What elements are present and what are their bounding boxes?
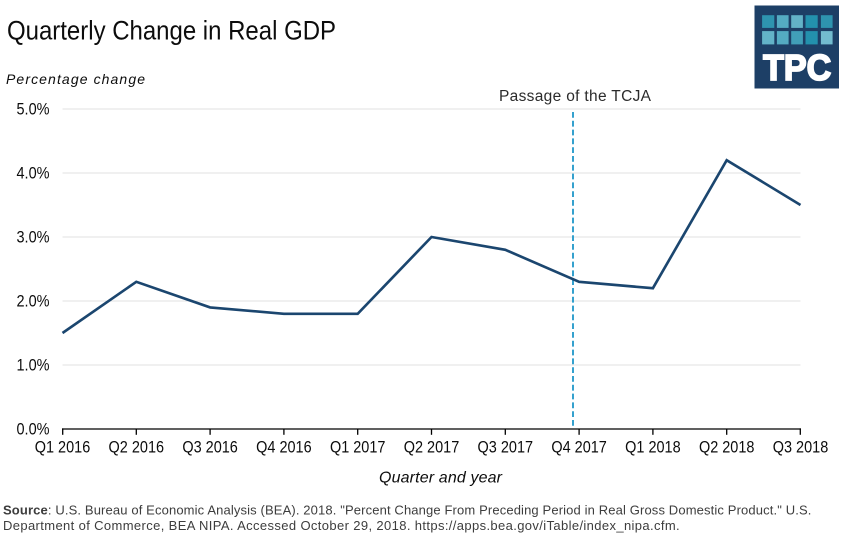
svg-text:Source: U.S. Bureau of Economi: Source: U.S. Bureau of Economic Analysis… (3, 503, 812, 518)
svg-text:0.0%: 0.0% (17, 421, 50, 439)
svg-text:Q1 2018: Q1 2018 (625, 438, 681, 457)
svg-text:Q4 2016: Q4 2016 (256, 438, 312, 457)
svg-text:Q1 2016: Q1 2016 (35, 438, 91, 457)
svg-text:TPC: TPC (763, 47, 831, 88)
svg-text:Q2 2016: Q2 2016 (109, 438, 165, 457)
svg-text:4.0%: 4.0% (17, 165, 50, 183)
svg-text:3.0%: 3.0% (17, 229, 50, 247)
svg-text:Department of Commerce, BEA NI: Department of Commerce, BEA NIPA. Access… (3, 518, 680, 533)
svg-text:Passage of the TCJA: Passage of the TCJA (499, 88, 652, 105)
svg-text:Quarterly Change in Real GDP: Quarterly Change in Real GDP (7, 15, 336, 46)
svg-text:Q4 2017: Q4 2017 (551, 438, 607, 457)
svg-text:1.0%: 1.0% (17, 357, 50, 375)
svg-text:Q1 2017: Q1 2017 (330, 438, 386, 457)
svg-text:Percentage change: Percentage change (6, 71, 145, 87)
svg-text:Quarter and year: Quarter and year (379, 469, 503, 486)
svg-text:Q3 2016: Q3 2016 (182, 438, 238, 457)
svg-text:Q2 2018: Q2 2018 (699, 438, 755, 457)
svg-text:Q3 2017: Q3 2017 (478, 438, 534, 457)
svg-text:2.0%: 2.0% (17, 293, 50, 311)
svg-text:Q2 2017: Q2 2017 (404, 438, 460, 457)
svg-text:Q3 2018: Q3 2018 (773, 438, 829, 457)
svg-text:5.0%: 5.0% (17, 101, 50, 119)
